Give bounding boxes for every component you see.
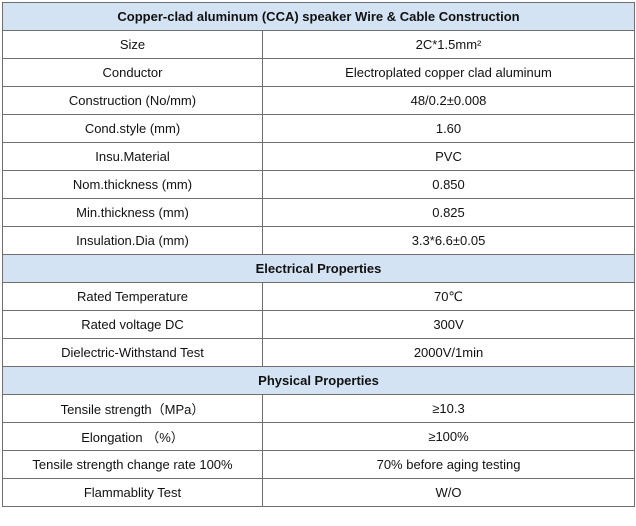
row-value: 0.850: [261, 170, 636, 199]
table-row: Cond.style (mm) 1.60: [2, 114, 636, 143]
specification-table: Copper-clad aluminum (CCA) speaker Wire …: [1, 2, 636, 507]
row-value: 70℃: [261, 282, 636, 311]
section-title: Electrical Properties: [1, 254, 636, 283]
section-title: Physical Properties: [1, 366, 636, 395]
row-value: 1.60: [261, 114, 636, 143]
row-value: 0.825: [261, 198, 636, 227]
row-label: Flammablity Test: [2, 478, 263, 507]
row-value: 70% before aging testing: [261, 450, 636, 479]
row-value: Electroplated copper clad aluminum: [261, 58, 636, 87]
table-row: Nom.thickness (mm) 0.850: [2, 170, 636, 199]
row-label: Rated Temperature: [2, 282, 263, 311]
table-row: Elongation （%） ≥100%: [2, 422, 636, 451]
table-row: Insu.Material PVC: [2, 142, 636, 171]
table-row: Tensile strength change rate 100% 70% be…: [2, 450, 636, 479]
row-label: Min.thickness (mm): [2, 198, 263, 227]
row-label: Elongation （%）: [2, 422, 263, 451]
section-title: Copper-clad aluminum (CCA) speaker Wire …: [1, 2, 636, 31]
row-value: ≥10.3: [261, 394, 636, 423]
section-header-construction: Copper-clad aluminum (CCA) speaker Wire …: [1, 2, 636, 31]
row-value: 3.3*6.6±0.05: [261, 226, 636, 255]
row-label: Dielectric-Withstand Test: [2, 338, 263, 367]
row-value: PVC: [261, 142, 636, 171]
row-label: Insu.Material: [2, 142, 263, 171]
section-header-electrical: Electrical Properties: [1, 254, 636, 283]
row-value: 2C*1.5mm²: [261, 30, 636, 59]
table-row: Conductor Electroplated copper clad alum…: [2, 58, 636, 87]
row-label: Size: [2, 30, 263, 59]
table-row: Size 2C*1.5mm²: [2, 30, 636, 59]
row-label: Nom.thickness (mm): [2, 170, 263, 199]
row-label: Rated voltage DC: [2, 310, 263, 339]
table-row: Construction (No/mm) 48/0.2±0.008: [2, 86, 636, 115]
table-row: Rated Temperature 70℃: [2, 282, 636, 311]
row-label: Tensile strength change rate 100%: [2, 450, 263, 479]
row-label: Insulation.Dia (mm): [2, 226, 263, 255]
row-label: Tensile strength（MPa）: [2, 394, 263, 423]
row-value: 300V: [261, 310, 636, 339]
row-label: Construction (No/mm): [2, 86, 263, 115]
table-row: Rated voltage DC 300V: [2, 310, 636, 339]
table-row: Flammablity Test W/O: [2, 478, 636, 507]
table-row: Dielectric-Withstand Test 2000V/1min: [2, 338, 636, 367]
row-value: W/O: [261, 478, 636, 507]
table-row: Insulation.Dia (mm) 3.3*6.6±0.05: [2, 226, 636, 255]
row-label: Cond.style (mm): [2, 114, 263, 143]
row-value: 48/0.2±0.008: [261, 86, 636, 115]
section-header-physical: Physical Properties: [1, 366, 636, 395]
row-value: ≥100%: [261, 422, 636, 451]
row-label: Conductor: [2, 58, 263, 87]
table-row: Min.thickness (mm) 0.825: [2, 198, 636, 227]
row-value: 2000V/1min: [261, 338, 636, 367]
table-row: Tensile strength（MPa） ≥10.3: [2, 394, 636, 423]
